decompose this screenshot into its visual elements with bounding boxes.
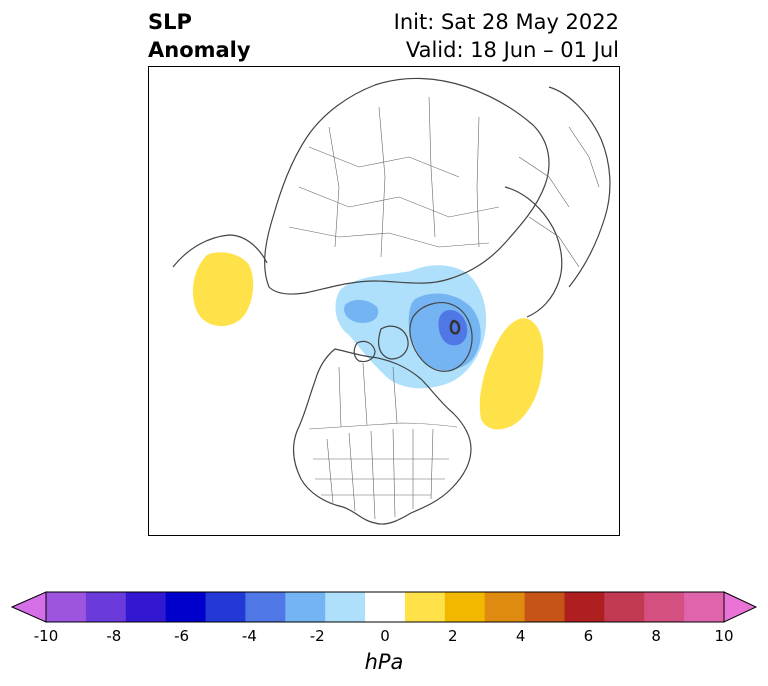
colorbar-tick-label: 10	[714, 627, 734, 645]
valid-period: Valid: 18 Jun – 01 Jul	[405, 38, 619, 62]
colorbar-bin	[245, 592, 286, 622]
colorbar-bin	[444, 592, 486, 622]
negative-anomaly-mid-west	[344, 299, 379, 323]
negative-anomaly-core	[438, 309, 468, 346]
colorbar-tick-label: 2	[448, 627, 458, 645]
colorbar-extend-min	[10, 591, 47, 623]
positive-anomaly-east	[479, 318, 544, 430]
colorbar-bin	[644, 592, 685, 622]
colorbar-bin	[85, 592, 127, 622]
colorbar-bin	[165, 592, 207, 622]
colorbar-tick-label: -8	[106, 627, 122, 645]
init-date: Init: Sat 28 May 2022	[393, 10, 619, 34]
title-line-2: Anomaly	[148, 38, 251, 62]
colorbar-bin	[285, 592, 326, 622]
colorbar-bin	[484, 592, 526, 622]
colorbar	[10, 591, 758, 623]
colorbar-bin	[604, 592, 645, 622]
colorbar-tick-label: 6	[583, 627, 594, 645]
title-line-1: SLP	[148, 10, 192, 34]
colorbar-bin	[524, 592, 565, 622]
colorbar-tick-label: 8	[651, 627, 661, 645]
colorbar-bin	[564, 592, 605, 622]
map-title: SLP Anomaly	[148, 8, 251, 64]
colorbar-bin	[205, 592, 246, 622]
colorbar-tick-label: -4	[241, 627, 257, 645]
colorbar-extend-max	[723, 591, 758, 623]
positive-anomaly-west	[192, 252, 254, 327]
colorbar-bin	[365, 592, 406, 622]
colorbar-bin	[125, 592, 167, 622]
colorbar-bin	[404, 592, 446, 622]
negative-anomaly-center	[449, 319, 461, 335]
colorbar-bin	[46, 592, 87, 622]
colorbar-tick-label: -10	[33, 627, 59, 645]
polar-map	[172, 77, 611, 525]
colorbar-tick-label: -6	[174, 627, 190, 645]
colorbar-bin	[325, 592, 366, 622]
forecast-info: Init: Sat 28 May 2022 Valid: 18 Jun – 01…	[394, 8, 619, 64]
map-panel	[148, 66, 620, 536]
colorbar-tick-label: 4	[515, 627, 526, 645]
borders	[288, 96, 600, 520]
colorbar-frame	[45, 591, 725, 623]
coastlines	[172, 77, 611, 525]
colorbar-tick-label: 0	[380, 627, 390, 645]
anomaly-shading	[192, 252, 544, 430]
colorbar-tick-label: -2	[309, 627, 325, 645]
colorbar-units: hPa	[364, 650, 404, 674]
colorbar-bin	[684, 592, 725, 622]
